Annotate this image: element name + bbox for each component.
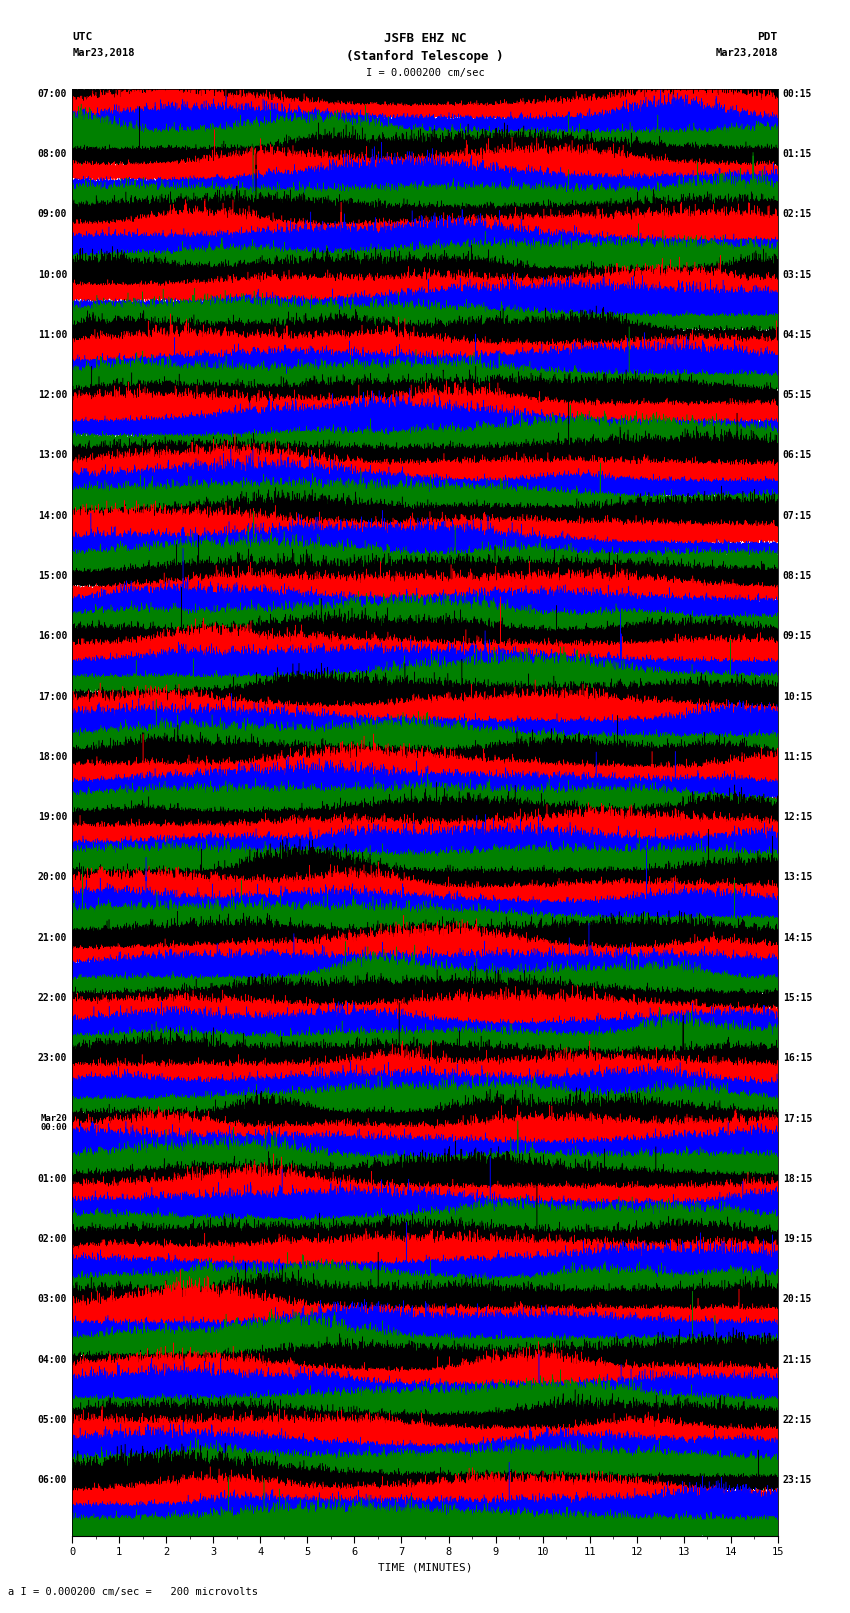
Text: 04:00: 04:00 bbox=[37, 1355, 67, 1365]
Text: 07:15: 07:15 bbox=[783, 511, 813, 521]
Text: 19:15: 19:15 bbox=[783, 1234, 813, 1244]
Text: (Stanford Telescope ): (Stanford Telescope ) bbox=[346, 50, 504, 63]
Text: 07:00: 07:00 bbox=[37, 89, 67, 98]
Text: 15:00: 15:00 bbox=[37, 571, 67, 581]
Text: 00:15: 00:15 bbox=[783, 89, 813, 98]
Text: 13:00: 13:00 bbox=[37, 450, 67, 460]
Text: PDT: PDT bbox=[757, 32, 778, 42]
Text: 05:00: 05:00 bbox=[37, 1415, 67, 1424]
Text: 16:15: 16:15 bbox=[783, 1053, 813, 1063]
Text: 09:00: 09:00 bbox=[37, 210, 67, 219]
Text: 17:15: 17:15 bbox=[783, 1113, 813, 1124]
Text: I = 0.000200 cm/sec: I = 0.000200 cm/sec bbox=[366, 68, 484, 77]
Text: a I = 0.000200 cm/sec =   200 microvolts: a I = 0.000200 cm/sec = 200 microvolts bbox=[8, 1587, 258, 1597]
Text: 19:00: 19:00 bbox=[37, 813, 67, 823]
Text: 08:00: 08:00 bbox=[37, 148, 67, 160]
Text: 10:15: 10:15 bbox=[783, 692, 813, 702]
Text: 04:15: 04:15 bbox=[783, 331, 813, 340]
Text: 03:15: 03:15 bbox=[783, 269, 813, 279]
Text: Mar23,2018: Mar23,2018 bbox=[72, 48, 135, 58]
Text: 06:00: 06:00 bbox=[37, 1476, 67, 1486]
Text: JSFB EHZ NC: JSFB EHZ NC bbox=[383, 32, 467, 45]
Text: 02:00: 02:00 bbox=[37, 1234, 67, 1244]
Text: 02:15: 02:15 bbox=[783, 210, 813, 219]
Text: 05:15: 05:15 bbox=[783, 390, 813, 400]
Text: 10:00: 10:00 bbox=[37, 269, 67, 279]
Text: 12:00: 12:00 bbox=[37, 390, 67, 400]
Text: 03:00: 03:00 bbox=[37, 1294, 67, 1305]
Text: 11:00: 11:00 bbox=[37, 331, 67, 340]
Text: Mar20
00:00: Mar20 00:00 bbox=[40, 1113, 67, 1132]
Text: 23:00: 23:00 bbox=[37, 1053, 67, 1063]
Text: 09:15: 09:15 bbox=[783, 631, 813, 642]
Text: 20:15: 20:15 bbox=[783, 1294, 813, 1305]
Text: 23:15: 23:15 bbox=[783, 1476, 813, 1486]
Text: 11:15: 11:15 bbox=[783, 752, 813, 761]
Text: 12:15: 12:15 bbox=[783, 813, 813, 823]
Text: 18:00: 18:00 bbox=[37, 752, 67, 761]
Text: 13:15: 13:15 bbox=[783, 873, 813, 882]
Text: 22:15: 22:15 bbox=[783, 1415, 813, 1424]
Text: 22:00: 22:00 bbox=[37, 994, 67, 1003]
Text: 01:15: 01:15 bbox=[783, 148, 813, 160]
Text: 15:15: 15:15 bbox=[783, 994, 813, 1003]
Text: 08:15: 08:15 bbox=[783, 571, 813, 581]
Text: 06:15: 06:15 bbox=[783, 450, 813, 460]
Text: Mar23,2018: Mar23,2018 bbox=[715, 48, 778, 58]
Text: 20:00: 20:00 bbox=[37, 873, 67, 882]
Text: 21:15: 21:15 bbox=[783, 1355, 813, 1365]
Text: 21:00: 21:00 bbox=[37, 932, 67, 942]
Text: 18:15: 18:15 bbox=[783, 1174, 813, 1184]
Text: 14:00: 14:00 bbox=[37, 511, 67, 521]
Text: UTC: UTC bbox=[72, 32, 93, 42]
Text: 16:00: 16:00 bbox=[37, 631, 67, 642]
X-axis label: TIME (MINUTES): TIME (MINUTES) bbox=[377, 1563, 473, 1573]
Text: 01:00: 01:00 bbox=[37, 1174, 67, 1184]
Text: 14:15: 14:15 bbox=[783, 932, 813, 942]
Text: 17:00: 17:00 bbox=[37, 692, 67, 702]
